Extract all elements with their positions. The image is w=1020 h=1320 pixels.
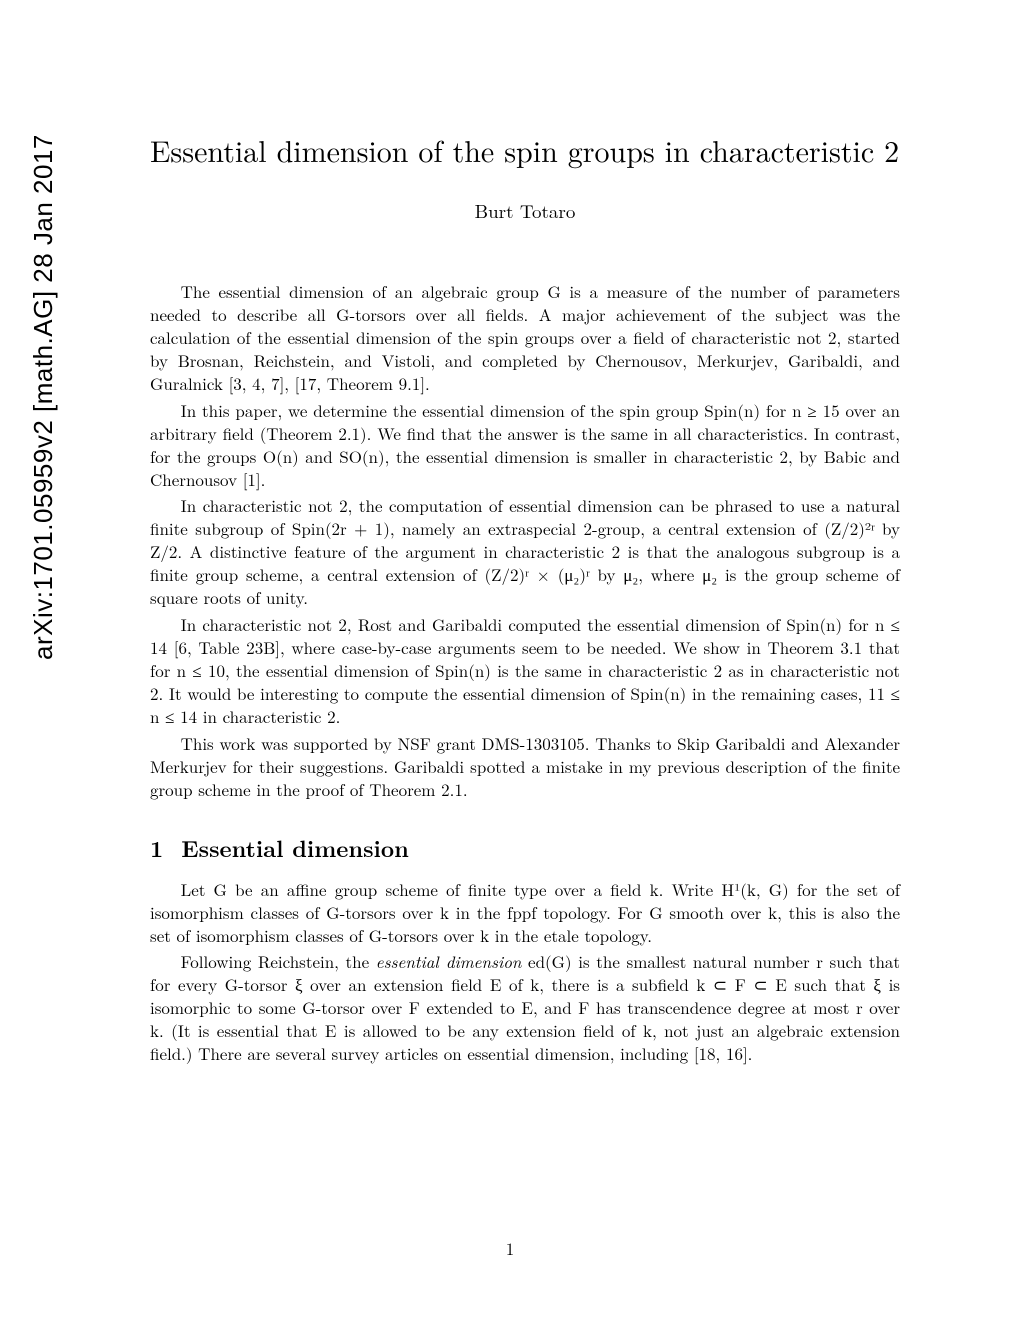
intro-paragraph-5: This work was supported by NSF grant DMS…	[150, 732, 900, 801]
intro-paragraph-4: In characteristic not 2, Rost and Gariba…	[150, 613, 900, 728]
section-1-heading: 1 Essential dimension	[150, 831, 900, 864]
page-number: 1	[0, 1236, 1020, 1260]
paper-author: Burt Totaro	[150, 197, 900, 224]
section-1-paragraph-1: Let G be an affine group scheme of finit…	[150, 878, 900, 947]
s1p2-text-a: Following Reichstein, the	[181, 949, 376, 973]
section-1-paragraph-2: Following Reichstein, the essential dime…	[150, 950, 900, 1065]
page-content: Essential dimension of the spin groups i…	[150, 0, 900, 1065]
section-1-number: 1	[150, 831, 163, 864]
section-1-title: Essential dimension	[181, 831, 409, 864]
paper-title: Essential dimension of the spin groups i…	[150, 128, 900, 171]
intro-paragraph-3: In characteristic not 2, the computation…	[150, 494, 900, 609]
intro-paragraph-2: In this paper, we determine the essentia…	[150, 399, 900, 491]
intro-paragraph-1: The essential dimension of an algebraic …	[150, 280, 900, 395]
s1p2-italic: essential dimension	[376, 949, 522, 973]
arxiv-stamp: arXiv:1701.05959v2 [math.AG] 28 Jan 2017	[28, 134, 59, 660]
